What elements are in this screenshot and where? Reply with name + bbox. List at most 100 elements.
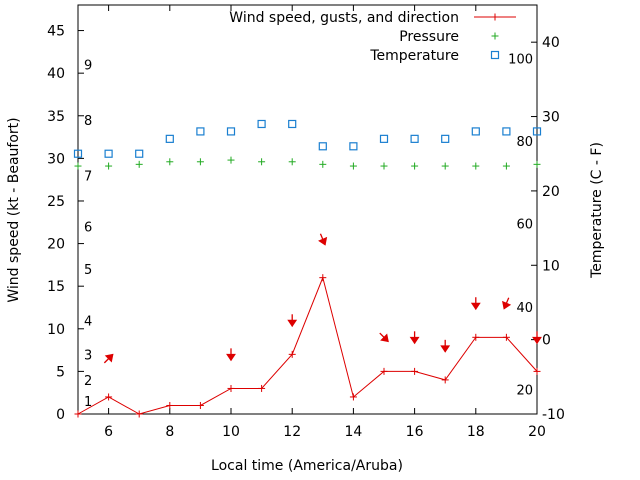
- temperature-point: [288, 119, 297, 129]
- wind-arrow-head: [440, 345, 451, 353]
- wind-arrow-head: [470, 302, 481, 311]
- legend-label: Temperature: [369, 48, 459, 64]
- y-right-tick-label: 0: [542, 333, 551, 349]
- temperature-point: [379, 134, 389, 143]
- pressure-point: [502, 162, 510, 170]
- beaufort-label: 3: [84, 348, 92, 363]
- pressure-point: [411, 162, 419, 170]
- wind-speed-point: [319, 274, 327, 282]
- series-layer: [73, 119, 542, 418]
- wind-arrow: [409, 331, 420, 345]
- temperature-point: [135, 149, 144, 158]
- beaufort-label: 4: [84, 314, 92, 329]
- x-tick-label: 8: [165, 424, 174, 440]
- secondary-scales: 1 2 3 4 5 6 7 8 9 20 40 60 80 100: [84, 53, 533, 411]
- pressure-point: [227, 156, 235, 164]
- y-left-tick-label: 20: [47, 237, 65, 253]
- pressure-point: [135, 160, 143, 168]
- pressure-point: [74, 162, 82, 170]
- wind-speed-point: [135, 410, 143, 418]
- y-left-tick-label: 45: [47, 24, 65, 40]
- temperature-point: [349, 142, 358, 151]
- pressure-point: [349, 162, 357, 170]
- ticks-layer: 6 8 10 12 14 16 18 20051015202530354045-1001020…: [47, 5, 565, 440]
- wind-speed-point: [74, 410, 82, 418]
- x-tick-label: 20: [528, 424, 546, 440]
- temperature-point: [441, 134, 450, 143]
- temperature-point: [410, 134, 419, 143]
- wind-speed-point: [411, 367, 419, 375]
- fahrenheit-label: 20: [516, 383, 533, 398]
- temperature-point: [196, 127, 205, 136]
- series-1: [74, 156, 541, 170]
- pressure-point: [258, 158, 266, 166]
- temperature-point: [502, 127, 511, 136]
- y-left-tick-label: 25: [47, 194, 65, 210]
- x-tick-label: 12: [283, 424, 301, 440]
- pressure-point: [472, 162, 480, 170]
- beaufort-label: 2: [84, 374, 92, 389]
- wind-arrow: [440, 339, 451, 353]
- wind-arrow-head: [532, 336, 542, 345]
- wind-arrow: [287, 314, 298, 328]
- x-axis-title: Local time (America/Aruba): [211, 458, 403, 474]
- y-right-tick-label: 20: [542, 184, 560, 200]
- series-0: [74, 274, 541, 418]
- y-left-tick-label: 40: [47, 66, 65, 82]
- wind-arrow: [470, 297, 481, 311]
- wind-arrow-head: [104, 353, 114, 363]
- wind-speed-point: [472, 333, 480, 341]
- wind-arrow-head: [318, 236, 328, 246]
- x-tick-label: 16: [406, 424, 424, 440]
- legend-marker: [491, 32, 499, 40]
- beaufort-label: 9: [84, 59, 92, 74]
- temperature-point: [471, 127, 480, 136]
- wind-direction-arrows: [103, 233, 542, 364]
- y-left-tick-label: 30: [47, 151, 65, 167]
- wind-arrow-head: [409, 336, 420, 345]
- wind-speed-point: [166, 401, 174, 409]
- temperature-point: [532, 127, 542, 136]
- temperature-point: [226, 127, 236, 136]
- y-right-tick-label: -10: [542, 407, 565, 423]
- wind-arrow-head: [502, 300, 512, 310]
- pressure-point: [196, 158, 204, 166]
- y-right-tick-label: 10: [542, 258, 560, 274]
- wind-arrow-head: [380, 333, 389, 343]
- wind-speed-point: [441, 376, 449, 384]
- beaufort-label: 1: [84, 395, 92, 410]
- wind-speed-point: [288, 350, 296, 358]
- fahrenheit-label: 40: [516, 301, 533, 316]
- wind-speed-point: [227, 384, 235, 392]
- x-tick-label: 18: [467, 424, 485, 440]
- y-left-tick-label: 5: [56, 364, 65, 380]
- legend: Wind speed, gusts, and direction Pressure…: [229, 10, 516, 64]
- x-tick-label: 14: [344, 424, 362, 440]
- wind-arrow: [318, 233, 328, 246]
- fahrenheit-label: 80: [516, 135, 533, 150]
- temperature-point: [104, 149, 113, 158]
- temperature-point: [73, 149, 83, 158]
- wind-speed-point: [258, 384, 266, 392]
- wind-speed-point: [196, 401, 204, 409]
- beaufort-label: 8: [84, 114, 92, 129]
- wind-speed-point: [349, 393, 357, 401]
- wind-arrow-head: [226, 353, 236, 362]
- y-left-tick-label: 15: [47, 279, 65, 295]
- beaufort-label: 7: [84, 169, 92, 184]
- fahrenheit-label: 60: [516, 218, 533, 233]
- x-tick-label: 10: [222, 424, 240, 440]
- plot-frame: [77, 4, 538, 415]
- y-right-tick-label: 30: [542, 110, 560, 126]
- wind-speed-point: [380, 367, 388, 375]
- y-left-tick-label: 0: [56, 407, 65, 423]
- pressure-point: [105, 162, 113, 170]
- y-left-tick-label: 35: [47, 109, 65, 125]
- wind-speed-point: [105, 393, 113, 401]
- wind-arrow: [226, 348, 236, 362]
- y-left-tick-label: 10: [47, 322, 65, 338]
- beaufort-label: 6: [84, 221, 92, 236]
- legend-label: Wind speed, gusts, and direction: [229, 10, 459, 26]
- fahrenheit-label: 100: [508, 53, 533, 68]
